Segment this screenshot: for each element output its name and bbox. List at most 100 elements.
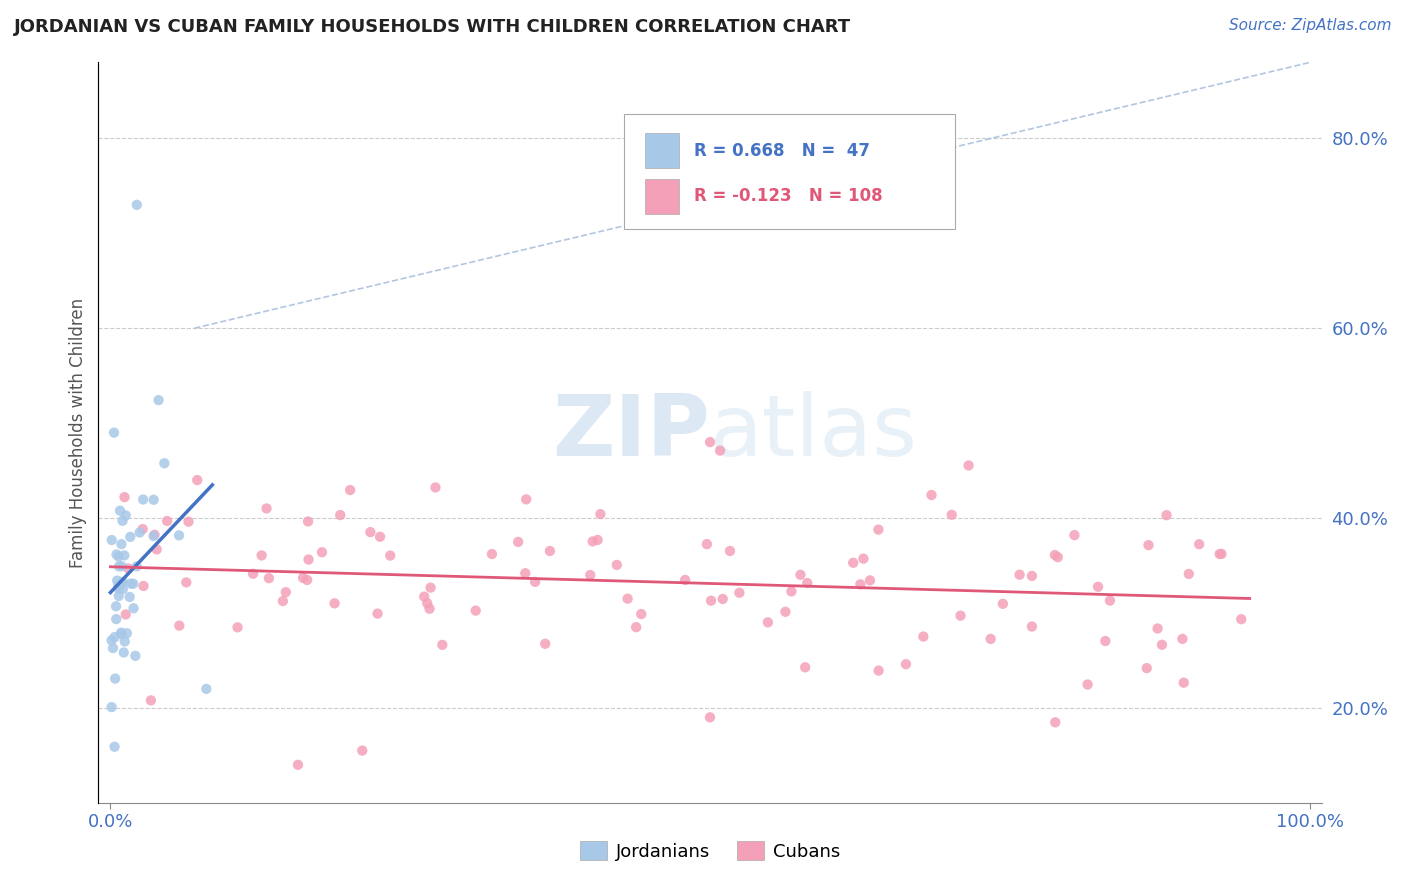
- Bar: [645, 178, 679, 214]
- Point: [195, 681, 218, 696]
- Point: [111, 582, 134, 596]
- Point: [122, 601, 145, 615]
- Point: [949, 608, 972, 623]
- Point: [250, 549, 273, 563]
- Y-axis label: Family Households with Children: Family Households with Children: [69, 298, 87, 567]
- Point: [894, 657, 917, 672]
- Point: [167, 528, 190, 542]
- Point: [107, 549, 129, 564]
- Point: [297, 515, 319, 529]
- Point: [1208, 547, 1230, 561]
- Point: [1137, 538, 1160, 552]
- Point: [107, 578, 129, 592]
- Point: [257, 571, 280, 585]
- Point: [1230, 612, 1253, 626]
- Point: [728, 586, 751, 600]
- Point: [100, 633, 122, 648]
- Point: [132, 492, 155, 507]
- Point: [142, 529, 165, 543]
- Point: [1008, 567, 1031, 582]
- Point: [143, 528, 166, 542]
- Point: [700, 593, 723, 607]
- Point: [419, 581, 441, 595]
- Point: [1150, 638, 1173, 652]
- Point: [105, 548, 128, 562]
- Point: [1043, 548, 1066, 562]
- Point: [1021, 569, 1043, 583]
- Point: [108, 503, 131, 517]
- Point: [287, 757, 309, 772]
- Point: [842, 556, 865, 570]
- Text: ZIP: ZIP: [553, 391, 710, 475]
- Point: [169, 618, 191, 632]
- Point: [1146, 622, 1168, 636]
- Point: [586, 533, 609, 547]
- Point: [274, 585, 297, 599]
- Point: [630, 607, 652, 621]
- Point: [1136, 661, 1159, 675]
- Point: [1098, 593, 1121, 607]
- Point: [156, 514, 179, 528]
- Point: [111, 514, 134, 528]
- Point: [921, 488, 943, 502]
- Point: [868, 523, 890, 537]
- Point: [624, 620, 647, 634]
- Point: [120, 530, 142, 544]
- Point: [534, 637, 557, 651]
- Point: [114, 508, 136, 523]
- Point: [616, 591, 638, 606]
- Point: [139, 693, 162, 707]
- Point: [756, 615, 779, 630]
- Point: [508, 535, 530, 549]
- Point: [868, 664, 890, 678]
- Point: [775, 605, 797, 619]
- Point: [524, 574, 547, 589]
- Point: [256, 501, 278, 516]
- Point: [100, 533, 122, 547]
- Point: [105, 612, 128, 626]
- Point: [107, 582, 129, 596]
- Point: [1211, 547, 1233, 561]
- Point: [1045, 715, 1067, 730]
- Point: [292, 571, 315, 585]
- Point: [100, 700, 122, 714]
- Point: [413, 590, 436, 604]
- Point: [271, 594, 294, 608]
- Point: [1156, 508, 1178, 523]
- Point: [709, 443, 731, 458]
- Point: [107, 589, 129, 603]
- Legend: Jordanians, Cubans: Jordanians, Cubans: [572, 834, 848, 868]
- Point: [297, 552, 319, 566]
- Point: [114, 490, 136, 504]
- Point: [110, 537, 132, 551]
- Point: [367, 607, 389, 621]
- Text: R = 0.668   N =  47: R = 0.668 N = 47: [695, 142, 870, 160]
- Text: JORDANIAN VS CUBAN FAMILY HOUSEHOLDS WITH CHILDREN CORRELATION CHART: JORDANIAN VS CUBAN FAMILY HOUSEHOLDS WIT…: [14, 18, 851, 36]
- Point: [108, 559, 131, 574]
- Point: [538, 544, 561, 558]
- Point: [104, 630, 127, 644]
- Point: [368, 530, 391, 544]
- Point: [1188, 537, 1211, 551]
- FancyBboxPatch shape: [624, 114, 955, 229]
- Point: [419, 601, 441, 615]
- Point: [912, 630, 935, 644]
- Point: [582, 534, 605, 549]
- Point: [114, 607, 136, 622]
- Point: [111, 575, 134, 590]
- Point: [718, 544, 741, 558]
- Point: [941, 508, 963, 522]
- Point: [142, 492, 165, 507]
- Point: [125, 559, 148, 574]
- Point: [1178, 566, 1201, 581]
- Point: [226, 620, 249, 634]
- Text: atlas: atlas: [710, 391, 918, 475]
- Point: [852, 551, 875, 566]
- Point: [125, 198, 148, 212]
- Point: [131, 522, 153, 536]
- Point: [117, 561, 139, 575]
- Point: [153, 456, 176, 470]
- Point: [380, 549, 402, 563]
- Point: [120, 576, 142, 591]
- Point: [132, 579, 155, 593]
